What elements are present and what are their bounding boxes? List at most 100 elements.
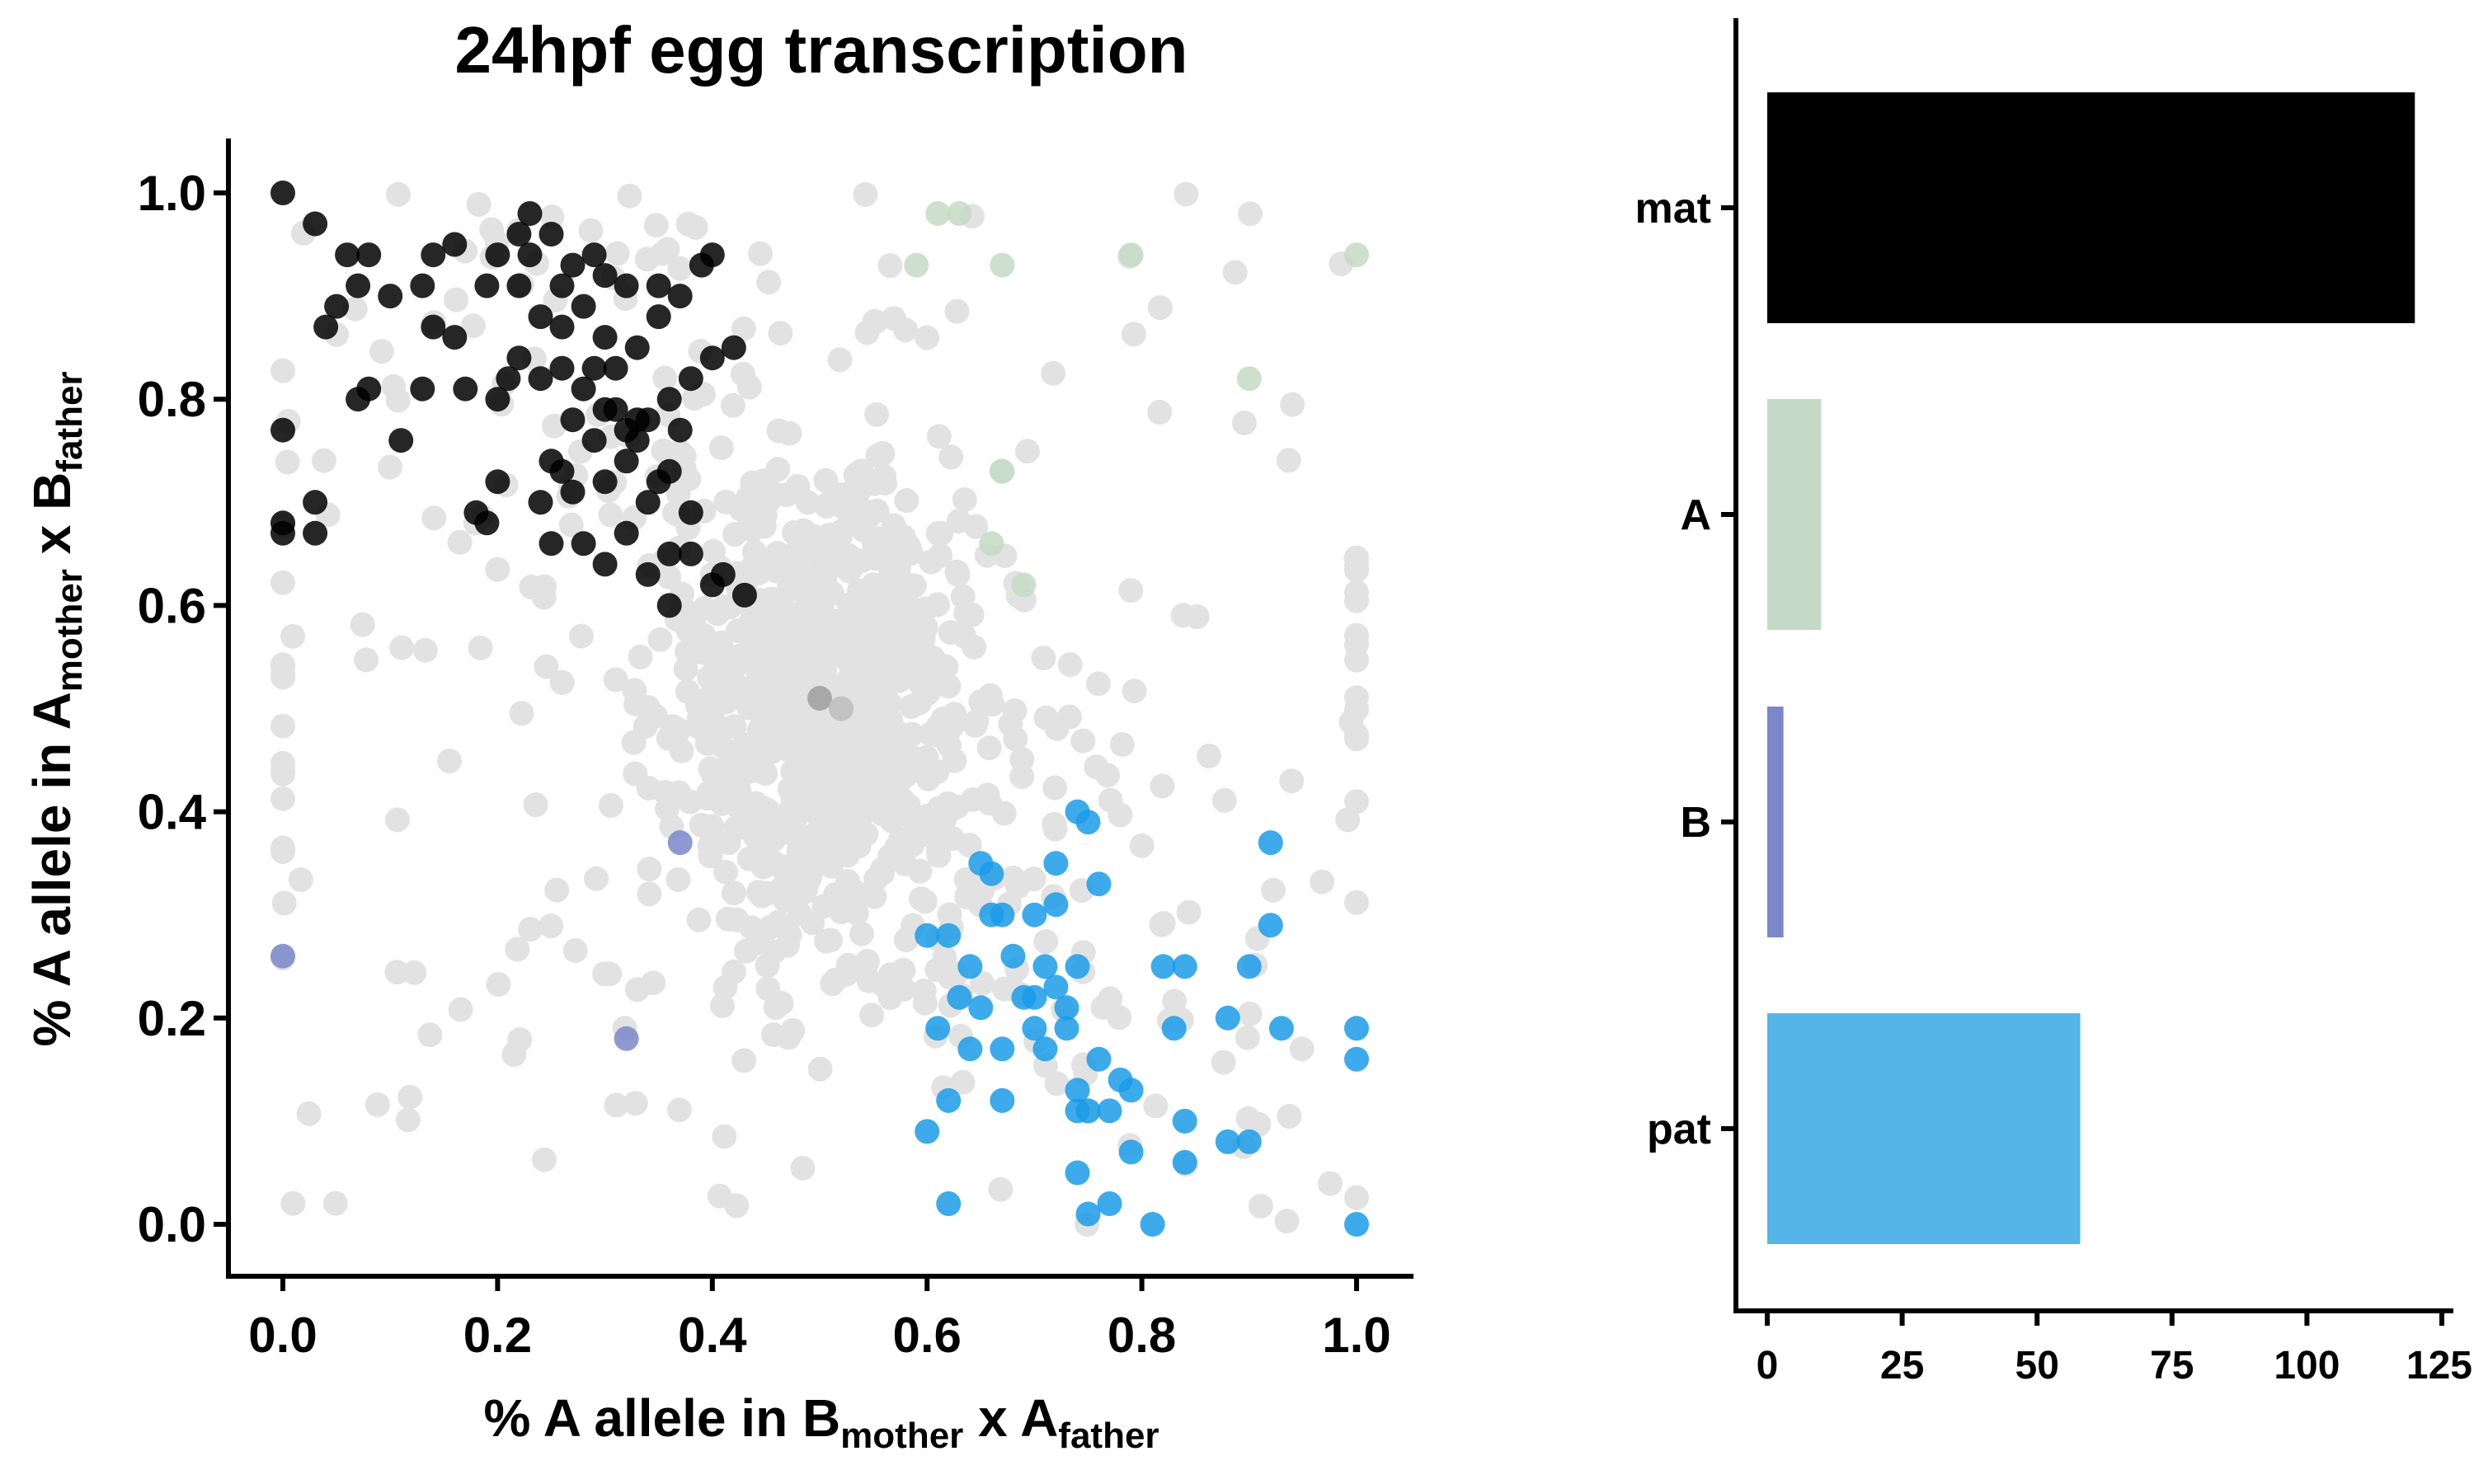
- background-point: [1086, 671, 1111, 697]
- point-mat: [528, 490, 553, 515]
- background-point: [270, 839, 295, 864]
- background-point: [723, 815, 749, 841]
- point-pat: [1065, 799, 1090, 824]
- background-point: [1042, 811, 1067, 837]
- background-point: [814, 928, 839, 954]
- background-point: [1344, 647, 1369, 673]
- point-mat: [592, 263, 618, 289]
- point-mat: [667, 417, 693, 443]
- point-mat: [560, 479, 586, 505]
- point-mat: [378, 284, 403, 309]
- point-pat: [1022, 1016, 1047, 1041]
- background-point: [1335, 807, 1361, 833]
- background-point: [945, 561, 971, 587]
- point-mat: [517, 201, 543, 226]
- background-point: [915, 325, 940, 350]
- category-label-a: A: [1680, 491, 1711, 539]
- point-mat: [517, 242, 543, 268]
- background-point: [1344, 890, 1369, 915]
- background-point: [271, 890, 297, 916]
- point-pat: [1086, 1046, 1112, 1072]
- background-point: [342, 296, 368, 322]
- background-point: [634, 247, 660, 272]
- background-point: [395, 1107, 421, 1133]
- background-point: [539, 204, 565, 229]
- point-pat: [979, 861, 1004, 886]
- point-mat: [571, 294, 596, 319]
- point-mat: [646, 273, 671, 298]
- background-point: [952, 487, 977, 512]
- background-point: [938, 444, 964, 470]
- background-point: [707, 1183, 732, 1209]
- point-mat: [388, 428, 414, 453]
- background-point: [437, 749, 462, 773]
- background-point: [864, 708, 890, 734]
- background-point: [761, 1022, 786, 1047]
- background-point: [710, 993, 735, 1018]
- background-point: [841, 503, 867, 528]
- point-mat: [603, 355, 628, 381]
- point-mat: [549, 355, 575, 381]
- background-point: [879, 808, 905, 834]
- x-tick-label: 0.4: [678, 1308, 747, 1363]
- background-point: [532, 1147, 557, 1172]
- point-pat: [925, 1016, 951, 1041]
- background-point: [834, 961, 859, 987]
- background-point: [713, 974, 738, 1000]
- point-mat: [496, 366, 521, 392]
- background-point: [1344, 557, 1369, 583]
- background-point: [755, 488, 781, 514]
- y-tick-label: 0.6: [138, 578, 206, 633]
- background-point: [758, 914, 783, 940]
- background-point: [835, 869, 860, 895]
- background-point: [637, 857, 662, 882]
- background-point: [460, 313, 486, 339]
- x-tick-label: 25: [1880, 1344, 1924, 1388]
- category-label-pat: pat: [1647, 1106, 1711, 1153]
- background-point: [735, 486, 760, 511]
- x-tick-label: 0: [1757, 1344, 1779, 1388]
- scatter-y-ticks: 0.0 0.2 0.4 0.6 0.8 1.0: [138, 166, 228, 1252]
- background-point: [466, 192, 492, 217]
- background-point: [889, 749, 914, 774]
- point-pat: [968, 995, 994, 1021]
- background-point: [753, 844, 778, 870]
- background-point: [907, 670, 933, 696]
- points-a: [904, 201, 1369, 598]
- point-mat: [678, 500, 703, 525]
- background-point: [870, 861, 896, 886]
- point-pat: [915, 923, 940, 948]
- background-point: [944, 298, 970, 324]
- background-point: [468, 635, 493, 660]
- background-point: [1318, 1171, 1343, 1196]
- background-point: [417, 1022, 443, 1048]
- point-pat: [1065, 954, 1090, 979]
- point-pat: [1086, 871, 1112, 897]
- background-point: [957, 833, 982, 858]
- point-mat: [592, 552, 618, 577]
- y-label-mid: x B: [22, 472, 82, 569]
- point-b: [614, 1026, 639, 1051]
- background-point: [505, 937, 530, 962]
- point-mat: [656, 541, 682, 566]
- point-mat: [731, 582, 757, 608]
- background-point: [783, 553, 809, 579]
- background-point: [721, 881, 746, 906]
- point-pat: [1000, 943, 1026, 969]
- x-tick-label: 75: [2150, 1344, 2194, 1388]
- point-mat: [624, 335, 650, 360]
- background-point: [381, 373, 407, 399]
- point-a: [1118, 242, 1144, 268]
- background-point: [1149, 912, 1174, 937]
- background-point: [790, 1155, 816, 1181]
- background-point: [724, 684, 750, 710]
- background-point: [924, 957, 950, 983]
- background-point: [898, 541, 924, 566]
- point-pat: [1097, 1098, 1122, 1124]
- background-point: [386, 181, 411, 207]
- background-point: [769, 990, 794, 1016]
- point-mat: [506, 273, 532, 298]
- point-mat: [581, 428, 607, 453]
- point-pat: [936, 1191, 962, 1216]
- background-point: [868, 539, 893, 565]
